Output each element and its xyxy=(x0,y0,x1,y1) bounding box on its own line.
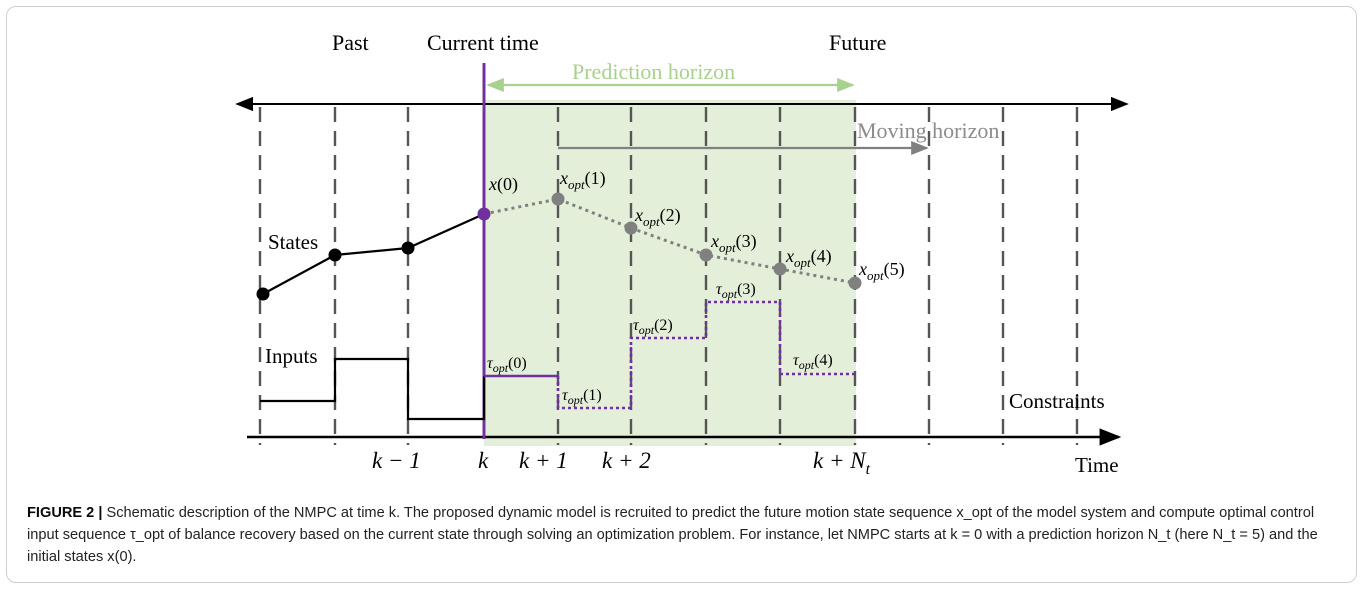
state-label-xopt2: xopt(2) xyxy=(634,205,681,229)
current-state-point xyxy=(477,207,491,221)
predicted-state-point xyxy=(848,276,862,290)
tick-k: k xyxy=(478,448,489,473)
input-label-tau0: τopt(0) xyxy=(487,355,527,375)
states-label: States xyxy=(268,230,318,254)
past-label: Past xyxy=(332,30,369,55)
predicted-state-point xyxy=(624,221,638,235)
tick-k-plus-1: k + 1 xyxy=(519,448,568,473)
constraints-label: Constraints xyxy=(1009,389,1105,413)
past-state-point xyxy=(328,248,342,262)
state-label-xopt4: xopt(4) xyxy=(785,246,832,270)
past-state-point xyxy=(256,287,270,301)
past-state-point xyxy=(401,241,415,255)
time-label: Time xyxy=(1075,453,1119,477)
state-label-xopt1: xopt(1) xyxy=(559,168,606,192)
figure-panel: Past Current time Future Prediction hori… xyxy=(6,6,1357,583)
state-label-x0: x(0) xyxy=(488,174,518,195)
caption-label: FIGURE 2 | xyxy=(27,505,103,521)
tick-k-plus-2: k + 2 xyxy=(602,448,651,473)
moving-horizon-label: Moving horizon xyxy=(857,118,999,143)
time-grid-lines xyxy=(258,107,1079,445)
figure-caption: FIGURE 2 | Schematic description of the … xyxy=(27,502,1337,568)
predicted-state-point xyxy=(773,262,787,276)
past-inputs-line xyxy=(260,357,486,421)
caption-text: Schematic description of the NMPC at tim… xyxy=(27,505,1318,565)
state-label-xopt5: xopt(5) xyxy=(858,259,905,283)
current-time-label: Current time xyxy=(427,30,539,55)
predicted-state-point xyxy=(699,248,713,262)
predicted-inputs-line xyxy=(556,300,855,410)
nmpc-diagram: Past Current time Future Prediction hori… xyxy=(235,30,1129,478)
input-label-tau2: τopt(2) xyxy=(633,317,673,337)
predicted-state-point xyxy=(551,192,565,206)
future-label: Future xyxy=(829,30,886,55)
tick-k-minus-1: k − 1 xyxy=(372,448,421,473)
past-states-line xyxy=(262,212,485,295)
inputs-label: Inputs xyxy=(265,344,318,368)
state-label-xopt3: xopt(3) xyxy=(710,231,757,255)
input-label-tau3: τopt(3) xyxy=(716,281,756,301)
input-label-tau1: τopt(1) xyxy=(562,387,602,407)
prediction-horizon-label: Prediction horizon xyxy=(572,59,735,84)
input-label-tau4: τopt(4) xyxy=(793,352,833,372)
tick-k-plus-Nt: k + Nt xyxy=(813,448,871,478)
